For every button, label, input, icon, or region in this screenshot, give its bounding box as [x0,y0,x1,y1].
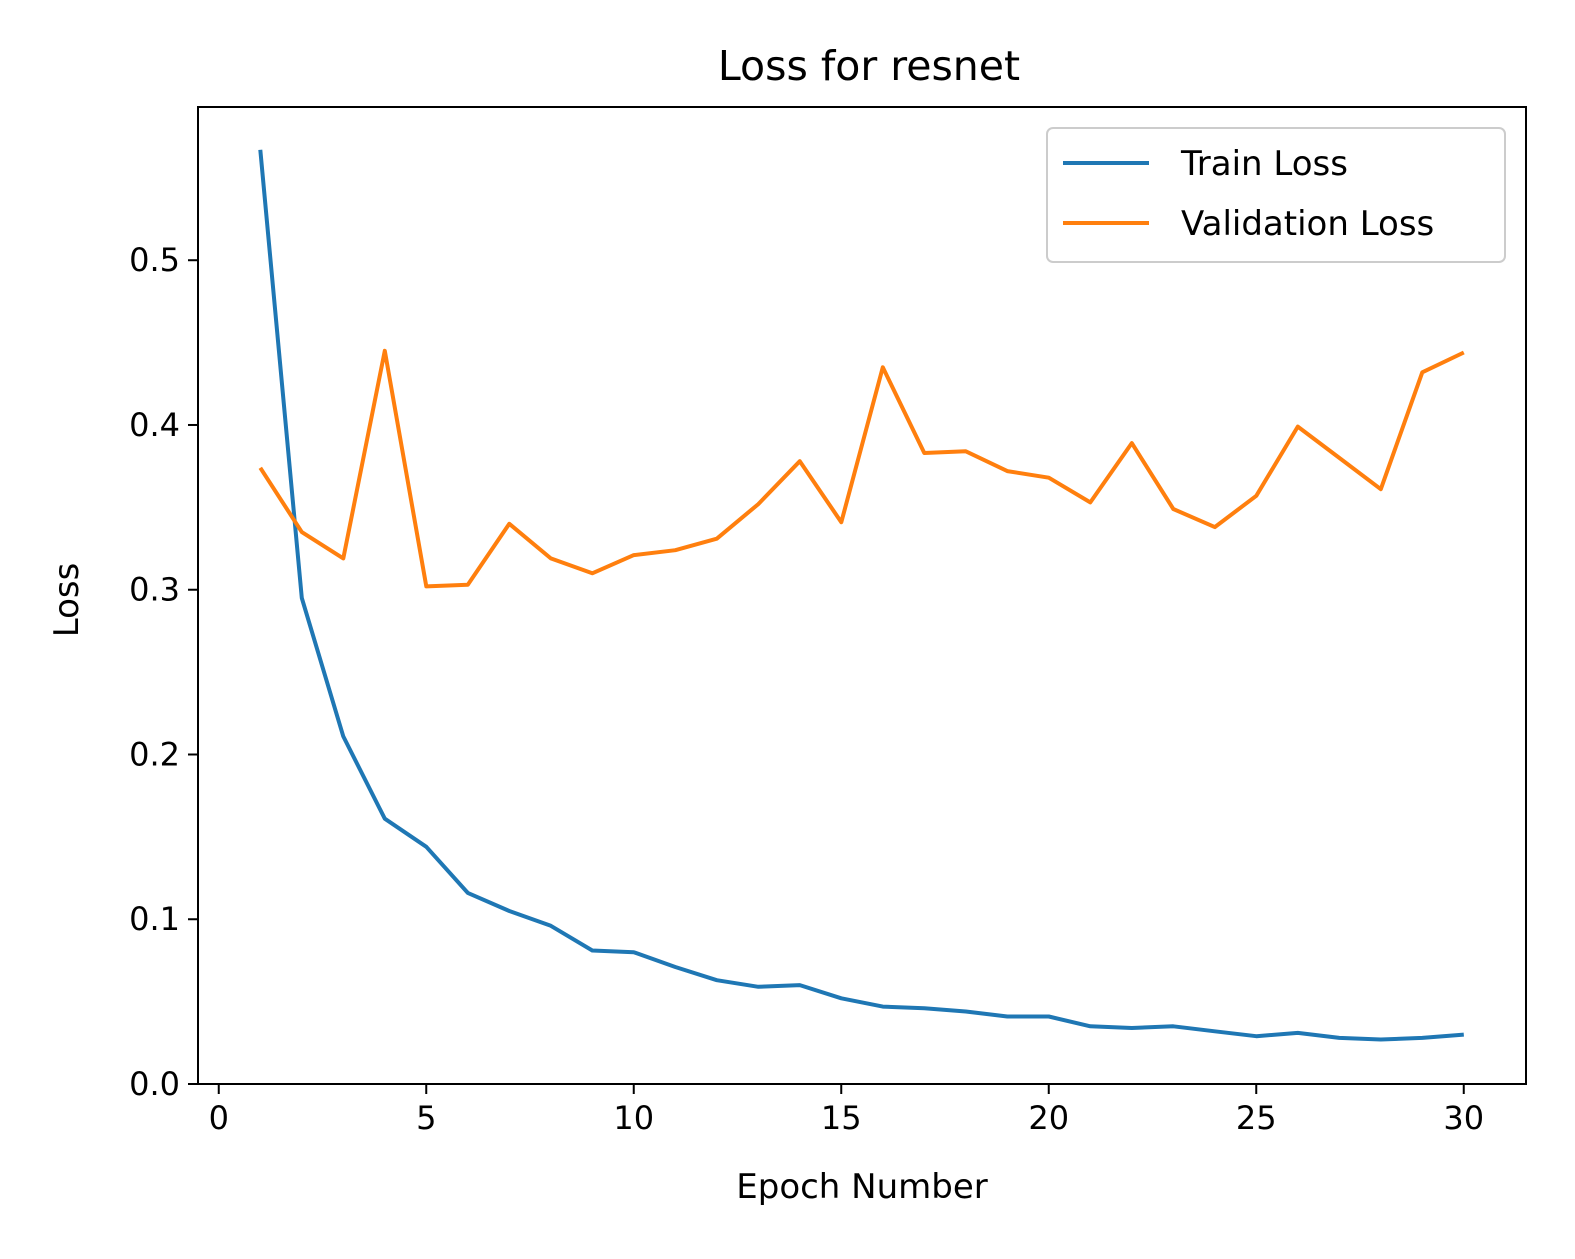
y-tick-label: 0.0 [129,1065,180,1103]
x-tick-label: 25 [1236,1099,1277,1137]
y-tick-label: 0.2 [129,735,180,773]
y-axis-ticks: 0.0 0.1 0.2 0.3 0.4 0.5 [129,241,198,1103]
legend-box [1046,127,1506,263]
x-tick-label: 10 [613,1099,654,1137]
x-tick-label: 30 [1443,1099,1484,1137]
x-tick-label: 15 [821,1099,862,1137]
legend-label-train-loss: Train Loss [1180,144,1348,184]
chart-title: Loss for resnet [718,42,1020,90]
x-tick-label: 20 [1028,1099,1069,1137]
y-tick-label: 0.3 [129,571,180,609]
plot-frame [197,106,1527,1085]
y-tick-label: 0.4 [129,406,180,444]
series-line-train-loss [258,149,1464,1042]
series-line-validation-loss [258,348,1465,589]
x-tick-label: 0 [209,1099,229,1137]
x-axis-label: Epoch Number [736,1167,988,1207]
legend: Train Loss Validation Loss [1046,127,1506,263]
y-tick-label: 0.1 [129,900,180,938]
y-axis-label: Loss [47,563,87,638]
x-tick-label: 5 [416,1099,436,1137]
legend-label-validation-loss: Validation Loss [1181,204,1434,244]
series-layer [258,149,1465,1042]
x-axis-ticks: 0 5 10 15 20 25 30 [209,1084,1484,1137]
y-tick-label: 0.5 [129,241,180,279]
